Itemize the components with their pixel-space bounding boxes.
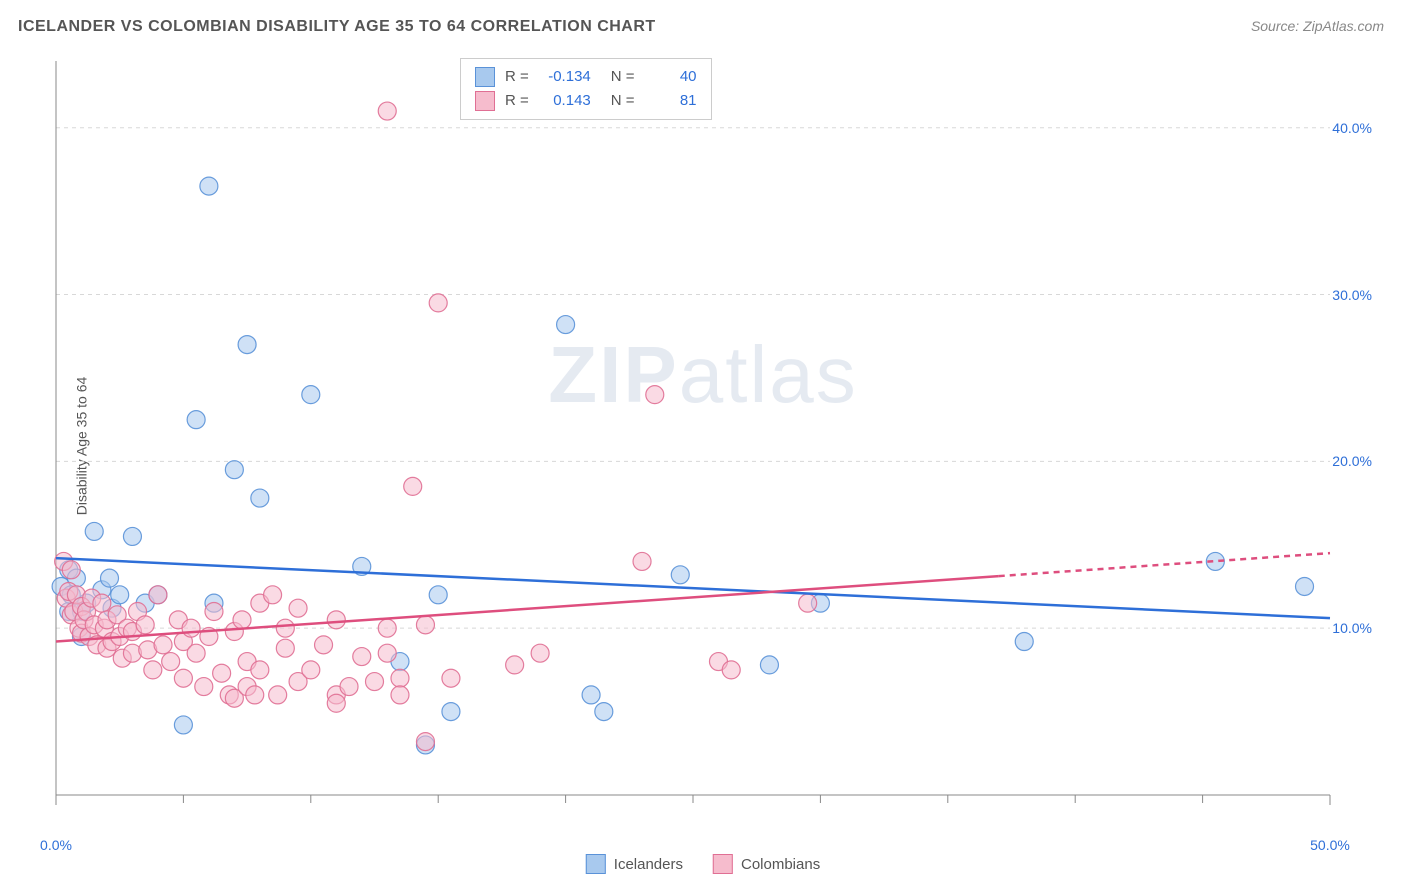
plot-area: 10.0%20.0%30.0%40.0%0.0%50.0%: [50, 55, 1370, 825]
y-tick-label: 10.0%: [1332, 620, 1372, 636]
legend-r-value: -0.134: [539, 65, 591, 89]
chart-container: ICELANDER VS COLOMBIAN DISABILITY AGE 35…: [0, 0, 1406, 892]
legend-series-item: Colombians: [713, 854, 820, 874]
y-tick-label: 20.0%: [1332, 453, 1372, 469]
x-tick-label: 50.0%: [1310, 837, 1350, 853]
legend-series: Icelanders Colombians: [586, 854, 820, 874]
scatter-svg: [50, 55, 1370, 825]
legend-n-value: 40: [645, 65, 697, 89]
legend-r-label: R =: [505, 65, 529, 89]
legend-series-label: Icelanders: [614, 856, 683, 873]
legend-swatch-icon: [475, 91, 495, 111]
y-tick-label: 40.0%: [1332, 120, 1372, 136]
legend-swatch-icon: [586, 854, 606, 874]
legend-series-label: Colombians: [741, 856, 820, 873]
source-attribution: Source: ZipAtlas.com: [1251, 18, 1384, 34]
legend-correlation-row: R = -0.134 N = 40: [475, 65, 697, 89]
x-tick-label: 0.0%: [40, 837, 72, 853]
legend-n-label: N =: [611, 89, 635, 113]
legend-r-label: R =: [505, 89, 529, 113]
chart-title: ICELANDER VS COLOMBIAN DISABILITY AGE 35…: [18, 18, 656, 36]
legend-n-label: N =: [611, 65, 635, 89]
legend-swatch-icon: [475, 67, 495, 87]
legend-series-item: Icelanders: [586, 854, 683, 874]
legend-correlation-row: R = 0.143 N = 81: [475, 89, 697, 113]
legend-r-value: 0.143: [539, 89, 591, 113]
legend-correlation-box: R = -0.134 N = 40 R = 0.143 N = 81: [460, 58, 712, 120]
legend-n-value: 81: [645, 89, 697, 113]
y-tick-label: 30.0%: [1332, 287, 1372, 303]
legend-swatch-icon: [713, 854, 733, 874]
